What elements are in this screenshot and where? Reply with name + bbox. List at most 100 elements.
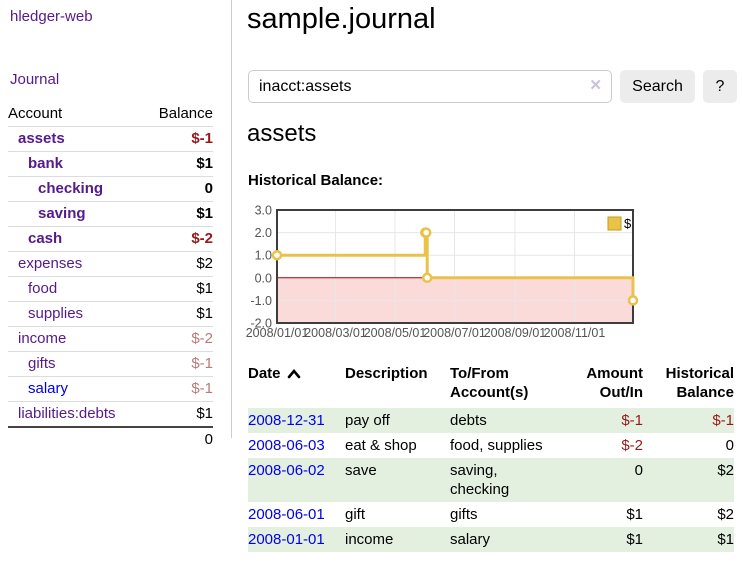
data-point-marker: [627, 295, 639, 306]
account-link[interactable]: liabilities:debts: [18, 405, 116, 422]
table-row: 2008-06-01 gift gifts $1 $2: [248, 502, 734, 527]
transaction-amount: $1: [626, 531, 643, 548]
transaction-balance: 0: [725, 437, 734, 454]
account-link[interactable]: cash: [28, 230, 63, 247]
transaction-amount: 0: [634, 462, 643, 479]
account-balance: 0: [144, 176, 213, 202]
register-column-header: To/From Account(s): [450, 365, 529, 401]
transaction-balance: $-1: [712, 412, 734, 429]
account-balance: $-2: [144, 226, 213, 252]
transaction-balance: $2: [717, 462, 734, 479]
accounts-total-balance: 0: [144, 426, 213, 452]
account-balance: $1: [144, 301, 213, 327]
account-row: saving $1: [8, 201, 213, 227]
help-button[interactable]: ?: [703, 70, 737, 103]
legend-swatch: [607, 216, 622, 231]
accounts-header-row: Account Balance: [8, 102, 213, 127]
date-link[interactable]: 2008-06-01: [248, 506, 325, 523]
search-button[interactable]: Search: [620, 70, 695, 103]
account-row: assets $-1: [8, 126, 213, 152]
clear-search-icon[interactable]: ✕: [589, 77, 602, 94]
transaction-accounts: gifts: [450, 506, 478, 523]
sidebar: hledger-web Journal Account Balance asse…: [0, 0, 232, 452]
register-column-header: Historical Balance: [665, 365, 734, 401]
accounts-total-row: 0: [8, 426, 213, 452]
y-tick-label: -1.0: [250, 294, 272, 308]
account-link[interactable]: gifts: [28, 355, 56, 372]
data-point-marker: [271, 249, 283, 261]
date-link[interactable]: 2008-06-02: [248, 462, 325, 479]
transaction-balance: $2: [717, 506, 734, 523]
account-balance: $2: [144, 251, 213, 277]
account-link[interactable]: salary: [28, 380, 69, 397]
table-row: 2008-06-03 eat & shop food, supplies $-2 0: [248, 433, 734, 458]
x-tick-label: 2008/07/01: [423, 326, 486, 340]
transaction-accounts: food, supplies: [450, 437, 543, 454]
transaction-date-cell: 2008-06-01: [248, 502, 345, 527]
sidebar-item-journal[interactable]: Journal: [10, 71, 60, 88]
brand-link[interactable]: hledger-web: [10, 8, 93, 25]
accounts-table: Account Balance assets $-1 bank $1 checking 0…: [8, 102, 213, 452]
account-name-cell: income: [8, 326, 145, 352]
x-tick-label: 2008/01/01: [246, 326, 309, 340]
account-balance: $1: [144, 276, 213, 302]
account-name-cell: bank: [8, 151, 145, 177]
account-name-cell: assets: [8, 126, 145, 152]
account-name-cell: checking: [8, 176, 145, 202]
account-row: liabilities:debts $1: [8, 401, 213, 428]
account-title: assets: [247, 120, 317, 147]
date-link[interactable]: 2008-12-31: [248, 412, 325, 429]
transaction-description: income: [345, 531, 394, 548]
account-row: cash $-2: [8, 226, 213, 252]
register-column-header: Date: [248, 362, 345, 408]
account-link[interactable]: expenses: [18, 255, 83, 272]
account-row: gifts $-1: [8, 351, 213, 377]
account-link[interactable]: checking: [38, 180, 104, 197]
table-row: 2008-06-02 save saving, checking 0 $2: [248, 458, 734, 502]
chart-canvas: $3.0 2.0 1.0 0.0 -1.0 -2.02008/01/012008/03/0…: [246, 204, 639, 340]
y-tick-label: 0.0: [255, 271, 272, 285]
account-balance: $-2: [144, 326, 213, 352]
account-link[interactable]: supplies: [28, 305, 84, 322]
transaction-amount: $1: [626, 506, 643, 523]
y-tick-label: 2.0: [255, 226, 272, 240]
account-balance: $1: [144, 201, 213, 227]
table-row: 2008-12-31 pay off debts $-1 $-1: [248, 408, 734, 433]
account-name-cell: expenses: [8, 251, 145, 277]
account-balance: $1: [144, 401, 213, 428]
transaction-accounts: saving, checking: [450, 462, 510, 498]
account-name-cell: cash: [8, 226, 145, 252]
account-link[interactable]: saving: [38, 205, 86, 222]
transaction-date-cell: 2008-12-31: [248, 408, 345, 433]
account-name-cell: liabilities:debts: [8, 401, 145, 428]
transaction-accounts: salary: [450, 531, 491, 548]
accounts-header-balance: Balance: [144, 102, 213, 127]
search-input[interactable]: [248, 70, 612, 103]
date-link[interactable]: 2008-06-03: [248, 437, 325, 454]
account-link[interactable]: food: [28, 280, 58, 297]
account-row: salary $-1: [8, 376, 213, 402]
x-tick-label: 2008/05/01: [364, 326, 427, 340]
account-name-cell: salary: [8, 376, 145, 402]
table-row: 2008-01-01 income salary $1 $1: [248, 527, 734, 552]
account-row: supplies $1: [8, 301, 213, 327]
search-box: ✕: [248, 70, 612, 103]
transaction-date-cell: 2008-06-02: [248, 458, 345, 502]
register-header-row: Date Description To/From Account(s) Amount …: [248, 362, 734, 408]
accounts-header-account: Account: [8, 102, 145, 127]
account-row: income $-2: [8, 326, 213, 352]
account-balance: $1: [144, 151, 213, 177]
account-row: checking 0: [8, 176, 213, 202]
x-tick-label: 2008/09/01: [484, 326, 547, 340]
page-title: sample.journal: [247, 3, 436, 35]
y-tick-label: -2.0: [250, 317, 272, 331]
transaction-amount: $-2: [621, 437, 643, 454]
historical-balance-chart: $3.0 2.0 1.0 0.0 -1.0 -2.0 2008/01/01 2008/03/0…: [240, 204, 742, 355]
transaction-description: eat & shop: [345, 437, 417, 454]
account-link[interactable]: assets: [18, 130, 65, 147]
account-link[interactable]: income: [18, 330, 67, 347]
transaction-description: gift: [345, 506, 366, 523]
account-link[interactable]: bank: [28, 155, 64, 172]
date-link[interactable]: 2008-01-01: [248, 531, 325, 548]
chart-label: Historical Balance:: [248, 172, 384, 189]
